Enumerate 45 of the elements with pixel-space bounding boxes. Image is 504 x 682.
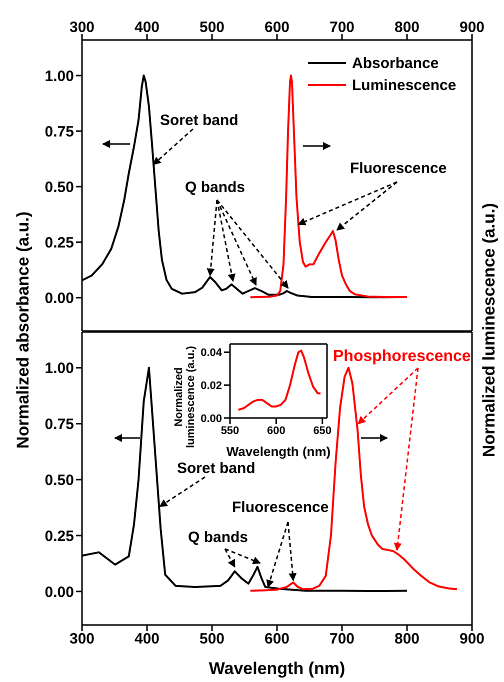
x-tick-label: 700 xyxy=(329,630,355,648)
x-tick-label: 600 xyxy=(264,19,290,36)
y-tick-label: 0.50 xyxy=(44,472,74,489)
x-tick-label: 900 xyxy=(459,19,485,36)
y-tick-label: 0.04 xyxy=(200,347,223,360)
line-series xyxy=(237,350,322,411)
x-tick-label: 400 xyxy=(134,630,160,648)
y-tick-label: 0.25 xyxy=(44,528,74,545)
y-tick-label: 0.02 xyxy=(200,380,222,392)
x-tick-label: 700 xyxy=(329,19,355,36)
x-axis-title: Wavelength (nm) xyxy=(208,659,346,678)
x-tick-label: 900 xyxy=(459,630,485,648)
y-axis-title: Normalized absorbance (a.u.) xyxy=(13,211,32,449)
legend-label: Luminescence xyxy=(352,77,456,94)
y-tick-label: 0.25 xyxy=(44,234,74,252)
y-tick-label: 0.00 xyxy=(200,412,222,425)
y-tick-label: 0.75 xyxy=(44,123,74,140)
y-tick-label: 0.00 xyxy=(44,584,74,601)
x-tick-label: 800 xyxy=(394,19,420,36)
x-tick-label: 300 xyxy=(69,630,95,648)
x-tick-label: 600 xyxy=(264,630,290,648)
y-axis-title: Normalized luminescence (a.u.) xyxy=(173,346,197,448)
x-axis-title: Wavelength (nm) xyxy=(226,444,331,459)
legend-label: Absorbance xyxy=(352,55,439,72)
annotation: Fluorescence xyxy=(232,499,329,516)
y-tick-label: 0.00 xyxy=(44,290,74,308)
y-tick-label: 1.00 xyxy=(44,360,74,378)
annotation: Fluorescence xyxy=(350,160,447,177)
x-tick-label: 500 xyxy=(199,630,225,648)
x-tick-label: 550 xyxy=(220,424,240,437)
y-tick-label: 1.00 xyxy=(44,68,74,85)
y2-axis-title: Normalized luminescence (a.u.) xyxy=(479,202,498,458)
x-tick-label: 500 xyxy=(199,19,225,36)
x-tick-label: 400 xyxy=(134,19,160,36)
x-tick-label: 600 xyxy=(267,424,286,437)
y-tick-label: 0.75 xyxy=(44,416,74,434)
annotation: Q bands xyxy=(188,529,248,546)
x-tick-label: 300 xyxy=(69,19,95,36)
x-tick-label: 800 xyxy=(394,630,420,648)
y-tick-label: 0.50 xyxy=(44,178,74,196)
annotation: Soret band xyxy=(160,112,238,129)
x-tick-label: 650 xyxy=(313,424,332,437)
annotation: Q bands xyxy=(185,179,246,196)
annotation: Phosphorescence xyxy=(333,348,471,365)
annotation: Soret band xyxy=(177,460,256,477)
